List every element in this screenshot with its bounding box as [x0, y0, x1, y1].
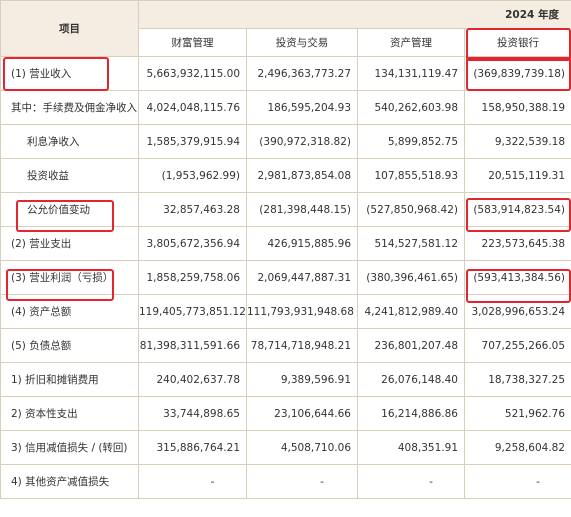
cell-value: 426,915,885.96	[246, 226, 358, 261]
cell-value: 107,855,518.93	[357, 158, 465, 193]
cell-value: (380,396,461.65)	[357, 260, 465, 295]
cell-value: 81,398,311,591.66	[138, 328, 247, 363]
table-row: 4) 其他资产减值损失 - - - -	[0, 464, 571, 499]
cell-value: -	[246, 464, 358, 499]
table-row: (3) 营业利润（亏损） 1,858,259,758.06 2,069,447,…	[0, 260, 571, 295]
table-row: 投资收益 (1,953,962.99) 2,981,873,854.08 107…	[0, 158, 571, 193]
column-header-investment-banking: 投资银行	[463, 28, 571, 57]
cell-value: 158,950,388.19	[463, 90, 571, 125]
cell-value: (281,398,448.15)	[246, 192, 358, 227]
cell-value: 2,981,873,854.08	[246, 158, 358, 193]
cell-value: 111,793,931,948.68	[246, 294, 358, 329]
cell-value: 3,028,996,653.24	[463, 294, 571, 329]
table-row: (1) 营业收入 5,663,932,115.00 2,496,363,773.…	[0, 56, 571, 91]
year-header: 2024 年度	[137, 0, 571, 29]
column-header-asset-management: 资产管理	[357, 28, 465, 57]
table-row: (2) 营业支出 3,805,672,356.94 426,915,885.96…	[0, 226, 571, 261]
cell-value: 2,069,447,887.31	[246, 260, 358, 295]
row-label: 1) 折旧和摊销费用	[0, 362, 139, 397]
cell-value: 26,076,148.40	[357, 362, 465, 397]
cell-value: -	[357, 464, 465, 499]
row-label: 公允价值变动	[0, 192, 139, 227]
cell-value: 134,131,119.47	[357, 56, 465, 91]
column-header-investment-trading: 投资与交易	[246, 28, 358, 57]
cell-value: 514,527,581.12	[357, 226, 465, 261]
cell-value: 1,585,379,915.94	[138, 124, 247, 159]
cell-value: 4,508,710.06	[246, 430, 358, 465]
table-row: 2) 资本性支出 33,744,898.65 23,106,644.66 16,…	[0, 396, 571, 431]
cell-value: 223,573,645.38	[463, 226, 571, 261]
cell-value: (527,850,968.42)	[357, 192, 465, 227]
cell-value: (390,972,318.82)	[246, 124, 358, 159]
cell-value: 20,515,119.31	[463, 158, 571, 193]
cell-value: 9,322,539.18	[463, 124, 571, 159]
row-label: (1) 营业收入	[0, 56, 139, 91]
segment-report-table: 项目 2024 年度 财富管理 投资与交易 资产管理 投资银行 (1) 营业收入…	[0, 0, 571, 499]
row-label: 投资收益	[0, 158, 139, 193]
row-label: 2) 资本性支出	[0, 396, 139, 431]
cell-value: 18,738,327.25	[463, 362, 571, 397]
cell-value: 1,858,259,758.06	[138, 260, 247, 295]
cell-value: 16,214,886.86	[357, 396, 465, 431]
table-row: (4) 资产总额 119,405,773,851.12 111,793,931,…	[0, 294, 571, 329]
table-row: 1) 折旧和摊销费用 240,402,637.78 9,389,596.91 2…	[0, 362, 571, 397]
cell-value: 5,899,852.75	[357, 124, 465, 159]
cell-value: 119,405,773,851.12	[138, 294, 247, 329]
cell-value: 3,805,672,356.94	[138, 226, 247, 261]
cell-value: 236,801,207.48	[357, 328, 465, 363]
cell-value: 4,024,048,115.76	[138, 90, 247, 125]
table-row: 利息净收入 1,585,379,915.94 (390,972,318.82) …	[0, 124, 571, 159]
cell-value: (593,413,384.56)	[463, 260, 571, 295]
table-row: 3) 信用减值损失 / (转回) 315,886,764.21 4,508,71…	[0, 430, 571, 465]
cell-value: 707,255,266.05	[463, 328, 571, 363]
cell-value: 9,389,596.91	[246, 362, 358, 397]
cell-value: (369,839,739.18)	[463, 56, 571, 91]
cell-value: 186,595,204.93	[246, 90, 358, 125]
cell-value: 32,857,463.28	[138, 192, 247, 227]
cell-value: (1,953,962.99)	[138, 158, 247, 193]
cell-value: 315,886,764.21	[138, 430, 247, 465]
cell-value: 4,241,812,989.40	[357, 294, 465, 329]
cell-value: 521,962.76	[463, 396, 571, 431]
cell-value: 78,714,718,948.21	[246, 328, 358, 363]
table-row: 公允价值变动 32,857,463.28 (281,398,448.15) (5…	[0, 192, 571, 227]
row-label: (2) 营业支出	[0, 226, 139, 261]
row-label: 其中：手续费及佣金净收入	[0, 90, 139, 125]
cell-value: -	[138, 464, 247, 499]
table-row: 其中：手续费及佣金净收入 4,024,048,115.76 186,595,20…	[0, 90, 571, 125]
row-label: (5) 负债总额	[0, 328, 139, 363]
cell-value: 240,402,637.78	[138, 362, 247, 397]
cell-value: 540,262,603.98	[357, 90, 465, 125]
row-label: 利息净收入	[0, 124, 139, 159]
row-label: 3) 信用减值损失 / (转回)	[0, 430, 139, 465]
cell-value: 2,496,363,773.27	[246, 56, 358, 91]
cell-value: 408,351.91	[357, 430, 465, 465]
table-row: (5) 负债总额 81,398,311,591.66 78,714,718,94…	[0, 328, 571, 363]
cell-value: -	[463, 464, 571, 499]
cell-value: 23,106,644.66	[246, 396, 358, 431]
cell-value: 33,744,898.65	[138, 396, 247, 431]
cell-value: 5,663,932,115.00	[138, 56, 247, 91]
row-label: (3) 营业利润（亏损）	[0, 260, 139, 295]
row-label: 4) 其他资产减值损失	[0, 464, 139, 499]
item-column-header: 项目	[0, 0, 139, 57]
cell-value: (583,914,823.54)	[463, 192, 571, 227]
cell-value: 9,258,604.82	[463, 430, 571, 465]
column-header-wealth-management: 财富管理	[138, 28, 247, 57]
row-label: (4) 资产总额	[0, 294, 139, 329]
